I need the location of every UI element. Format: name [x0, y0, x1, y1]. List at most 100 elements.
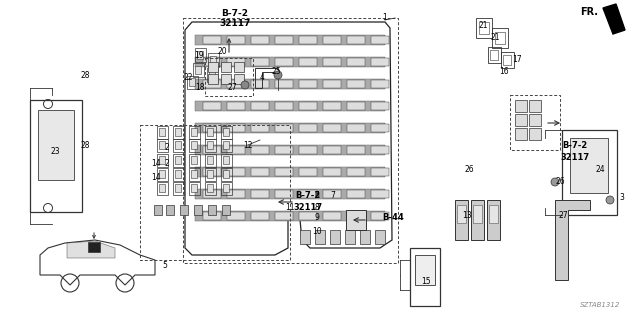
- Bar: [208, 62, 218, 72]
- Text: 5: 5: [163, 261, 168, 270]
- Bar: [203, 168, 221, 176]
- Bar: [275, 58, 293, 66]
- Bar: [175, 141, 181, 148]
- Bar: [529, 114, 541, 126]
- Bar: [205, 139, 216, 151]
- Bar: [191, 184, 197, 192]
- Bar: [371, 36, 389, 44]
- Bar: [186, 76, 198, 89]
- Bar: [205, 167, 216, 180]
- Text: 32117: 32117: [561, 153, 589, 162]
- Bar: [455, 200, 468, 240]
- Bar: [323, 80, 341, 88]
- Bar: [203, 190, 221, 198]
- Bar: [227, 168, 245, 176]
- Bar: [500, 52, 513, 68]
- Bar: [251, 124, 269, 132]
- Bar: [529, 100, 541, 112]
- Bar: [223, 171, 229, 178]
- Bar: [489, 205, 498, 223]
- Bar: [221, 62, 231, 72]
- Bar: [221, 181, 232, 195]
- Bar: [323, 212, 341, 220]
- Bar: [205, 125, 216, 139]
- Bar: [490, 50, 498, 60]
- Bar: [223, 184, 229, 192]
- Bar: [203, 80, 221, 88]
- Bar: [275, 36, 293, 44]
- Text: 21: 21: [478, 20, 488, 29]
- Bar: [207, 141, 213, 148]
- Bar: [323, 124, 341, 132]
- Text: B-7-2: B-7-2: [563, 141, 588, 150]
- Circle shape: [241, 81, 249, 89]
- Bar: [157, 139, 168, 151]
- Bar: [195, 189, 385, 199]
- Circle shape: [606, 196, 614, 204]
- Bar: [227, 58, 245, 66]
- Bar: [221, 125, 232, 139]
- Text: 22: 22: [183, 74, 193, 83]
- Bar: [30, 100, 82, 212]
- Text: 2: 2: [164, 143, 170, 153]
- Bar: [323, 58, 341, 66]
- Text: 6: 6: [315, 191, 319, 201]
- Bar: [175, 128, 181, 136]
- Bar: [195, 167, 385, 177]
- Bar: [227, 212, 245, 220]
- Bar: [173, 125, 184, 139]
- Text: 28: 28: [80, 140, 90, 149]
- Text: 1: 1: [383, 13, 387, 22]
- Text: 4: 4: [260, 74, 264, 83]
- Bar: [227, 190, 245, 198]
- Text: 32117: 32117: [220, 20, 251, 28]
- Bar: [323, 168, 341, 176]
- Bar: [203, 58, 221, 66]
- Bar: [203, 124, 221, 132]
- Bar: [495, 32, 505, 44]
- Bar: [221, 139, 232, 151]
- Bar: [223, 141, 229, 148]
- Bar: [371, 58, 389, 66]
- Bar: [209, 71, 215, 79]
- Text: 17: 17: [512, 55, 522, 65]
- Bar: [347, 146, 365, 154]
- Bar: [191, 141, 197, 148]
- Bar: [299, 212, 317, 220]
- Bar: [205, 181, 216, 195]
- Bar: [207, 68, 218, 82]
- Bar: [175, 184, 181, 192]
- Bar: [210, 56, 216, 64]
- Bar: [251, 102, 269, 110]
- Bar: [159, 156, 165, 164]
- Bar: [510, 95, 560, 150]
- Text: 28: 28: [80, 70, 90, 79]
- Bar: [154, 205, 162, 215]
- Bar: [415, 255, 435, 285]
- Bar: [299, 190, 317, 198]
- Bar: [222, 205, 230, 215]
- Bar: [570, 138, 608, 193]
- Bar: [205, 58, 253, 96]
- Bar: [207, 128, 213, 136]
- Bar: [488, 47, 500, 63]
- Bar: [223, 156, 229, 164]
- Bar: [227, 80, 245, 88]
- Bar: [175, 171, 181, 178]
- Bar: [207, 156, 213, 164]
- Bar: [223, 128, 229, 136]
- Bar: [323, 102, 341, 110]
- Bar: [299, 146, 317, 154]
- Bar: [203, 102, 221, 110]
- Bar: [157, 125, 168, 139]
- Bar: [347, 212, 365, 220]
- Bar: [173, 139, 184, 151]
- Text: 11: 11: [285, 203, 295, 212]
- Bar: [251, 190, 269, 198]
- Bar: [347, 124, 365, 132]
- Bar: [189, 139, 200, 151]
- Bar: [227, 146, 245, 154]
- Bar: [205, 154, 216, 166]
- Bar: [234, 62, 244, 72]
- Bar: [251, 58, 269, 66]
